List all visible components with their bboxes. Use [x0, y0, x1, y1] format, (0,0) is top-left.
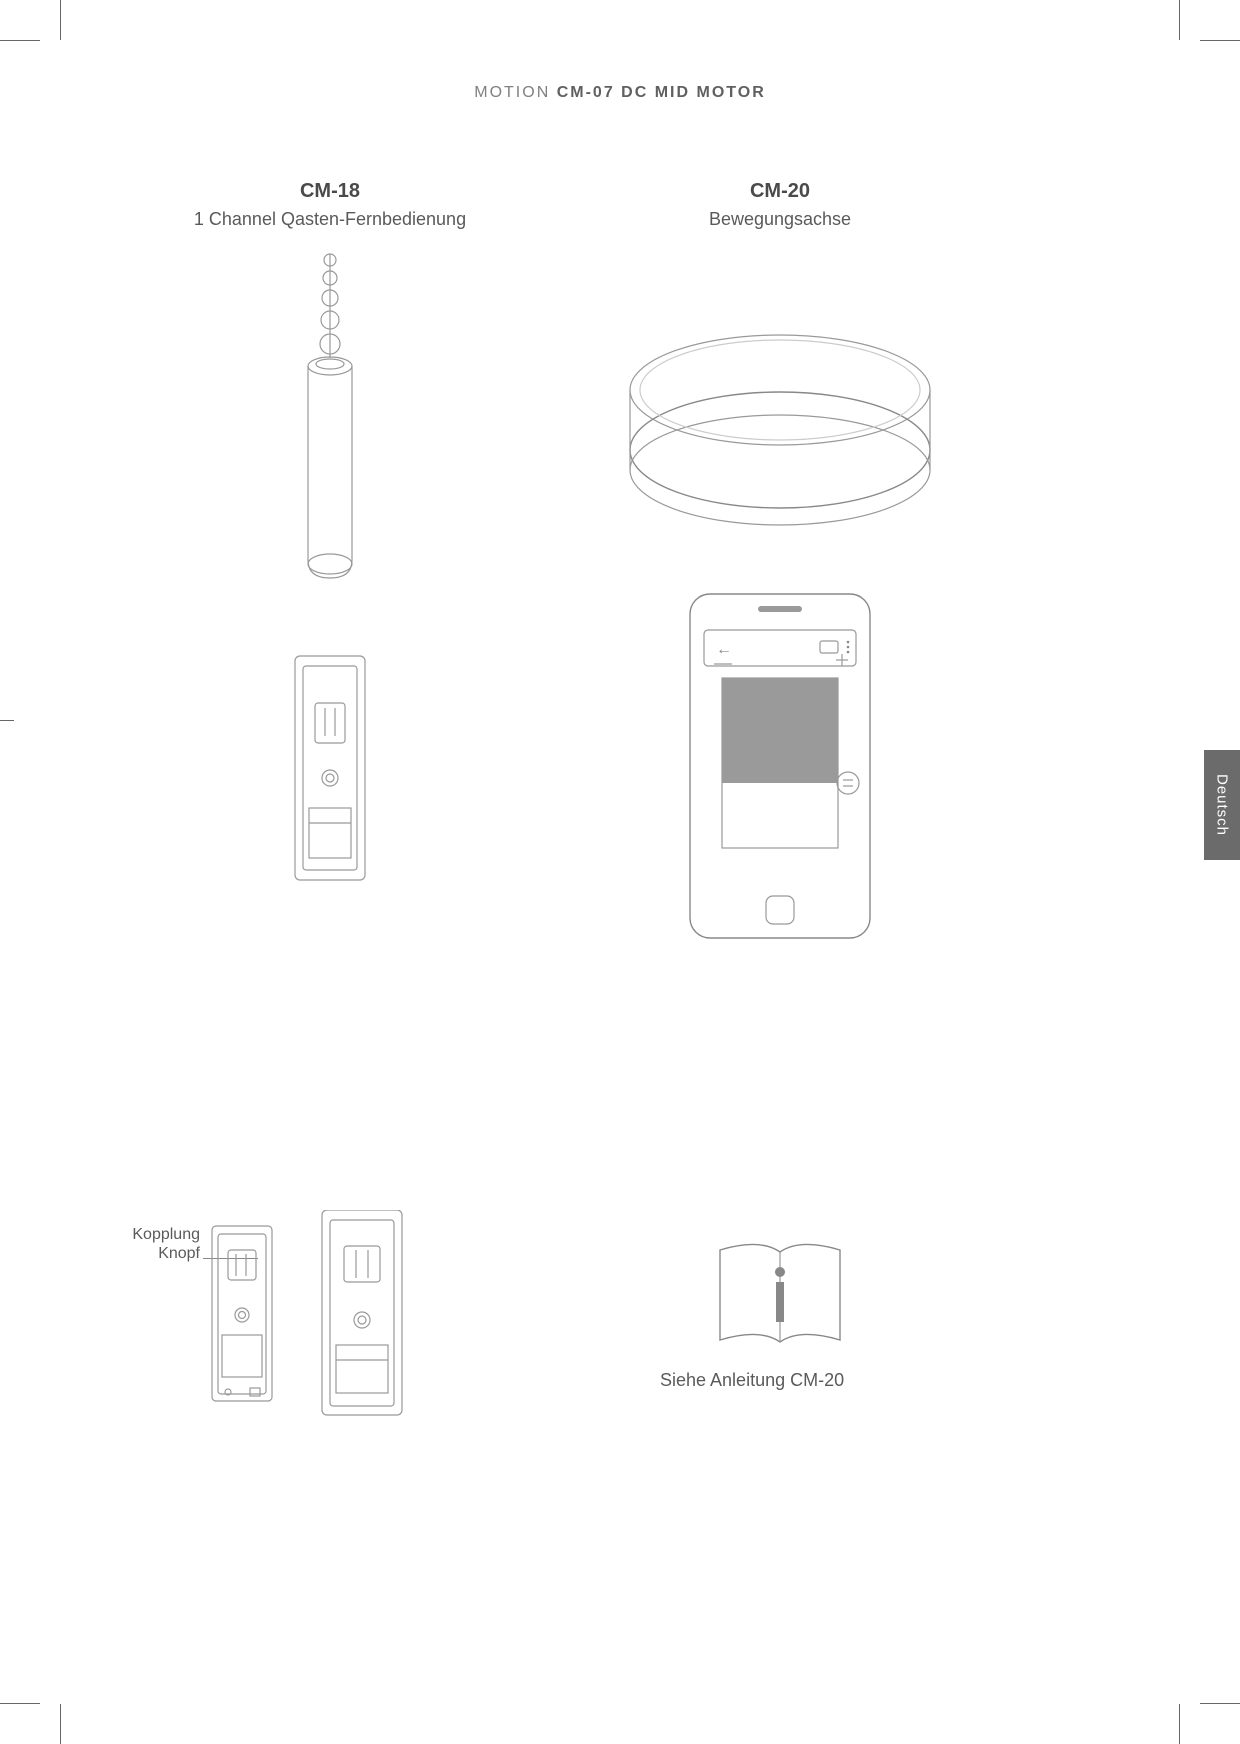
- crop-mark: [0, 40, 40, 41]
- manual-book-icon: [700, 1230, 860, 1360]
- motor-unit-figure: [110, 648, 550, 888]
- pull-cord-remote-icon: [275, 248, 385, 588]
- language-tab: Deutsch: [1204, 750, 1240, 860]
- crop-mark: [60, 0, 61, 40]
- crop-mark: [1200, 40, 1240, 41]
- cm20-hub-figure: [560, 320, 1000, 540]
- crop-mark: [60, 1704, 61, 1744]
- motor-pair-figure: [206, 1210, 446, 1420]
- crop-mark: [1179, 0, 1180, 40]
- crop-mark: [0, 1703, 40, 1704]
- column-cm18: CM-18 1 Channel Qasten-Fernbedienung: [110, 180, 550, 888]
- cm18-code: CM-18: [110, 180, 550, 203]
- manual-figure: [700, 1230, 860, 1360]
- kopplung-line2: Knopf: [158, 1245, 200, 1262]
- siehe-anleitung-text: Siehe Anleitung CM-20: [660, 1370, 844, 1391]
- motor-units-pair-icon: [206, 1210, 446, 1420]
- svg-text:←: ←: [716, 641, 732, 658]
- page-header: MOTION CM-07 DC MID MOTOR: [0, 84, 1240, 102]
- header-model: CM-07 DC MID MOTOR: [557, 84, 766, 101]
- cm18-remote-figure: [110, 248, 550, 588]
- header-brand: MOTION: [474, 84, 550, 101]
- crop-side-tick: [0, 720, 14, 721]
- crop-mark: [1179, 1704, 1180, 1744]
- kopplung-line1: Kopplung: [132, 1226, 200, 1243]
- motor-unit-icon: [275, 648, 385, 888]
- cm18-subtitle: 1 Channel Qasten-Fernbedienung: [110, 209, 550, 230]
- cm20-subtitle: Bewegungsachse: [560, 209, 1000, 230]
- phone-app-figure: ←: [560, 586, 1000, 946]
- cm20-code: CM-20: [560, 180, 1000, 203]
- column-cm20: CM-20 Bewegungsachse ←: [560, 180, 1000, 946]
- phone-app-icon: ←: [680, 586, 880, 946]
- kopplung-label: Kopplung Knopf: [100, 1225, 200, 1263]
- crop-mark: [1200, 1703, 1240, 1704]
- hub-puck-icon: [610, 320, 950, 540]
